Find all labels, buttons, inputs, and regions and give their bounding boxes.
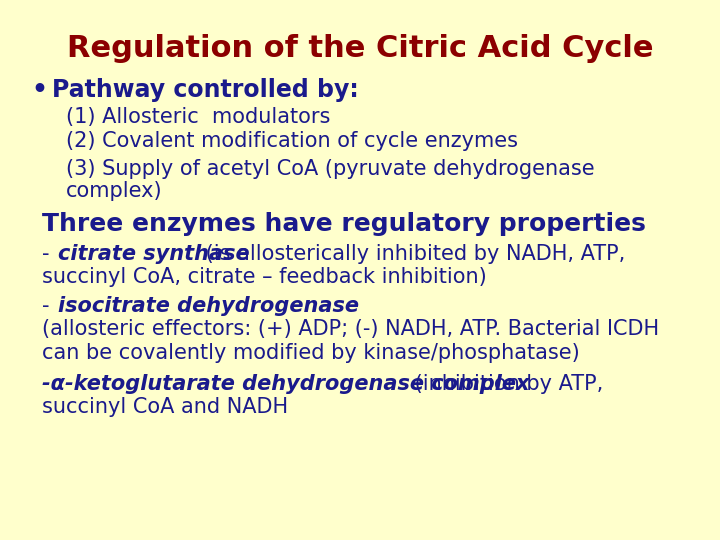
Text: Three enzymes have regulatory properties: Three enzymes have regulatory properties bbox=[42, 212, 646, 236]
Text: -: - bbox=[42, 244, 56, 264]
Text: -: - bbox=[42, 296, 56, 316]
Text: (2) Covalent modification of cycle enzymes: (2) Covalent modification of cycle enzym… bbox=[66, 131, 518, 151]
Text: -α-ketoglutarate dehydrogenase complex: -α-ketoglutarate dehydrogenase complex bbox=[42, 374, 529, 394]
Text: •: • bbox=[32, 78, 48, 102]
Text: (1) Allosteric  modulators: (1) Allosteric modulators bbox=[66, 107, 330, 127]
Text: succinyl CoA and NADH: succinyl CoA and NADH bbox=[42, 397, 288, 417]
Text: (3) Supply of acetyl CoA (pyruvate dehydrogenase: (3) Supply of acetyl CoA (pyruvate dehyd… bbox=[66, 159, 595, 179]
Text: (inhibition by ATP,: (inhibition by ATP, bbox=[408, 374, 603, 394]
Text: succinyl CoA, citrate – feedback inhibition): succinyl CoA, citrate – feedback inhibit… bbox=[42, 267, 487, 287]
Text: (allosteric effectors: (+) ADP; (-) NADH, ATP. Bacterial ICDH: (allosteric effectors: (+) ADP; (-) NADH… bbox=[42, 319, 660, 339]
Text: (is allosterically inhibited by NADH, ATP,: (is allosterically inhibited by NADH, AT… bbox=[199, 244, 625, 264]
Text: complex): complex) bbox=[66, 181, 163, 201]
Text: Regulation of the Citric Acid Cycle: Regulation of the Citric Acid Cycle bbox=[67, 34, 653, 63]
Text: Pathway controlled by:: Pathway controlled by: bbox=[53, 78, 359, 102]
Text: can be covalently modified by kinase/phosphatase): can be covalently modified by kinase/pho… bbox=[42, 342, 580, 362]
Text: isocitrate dehydrogenase: isocitrate dehydrogenase bbox=[58, 296, 359, 316]
Text: citrate synthase: citrate synthase bbox=[58, 244, 250, 264]
